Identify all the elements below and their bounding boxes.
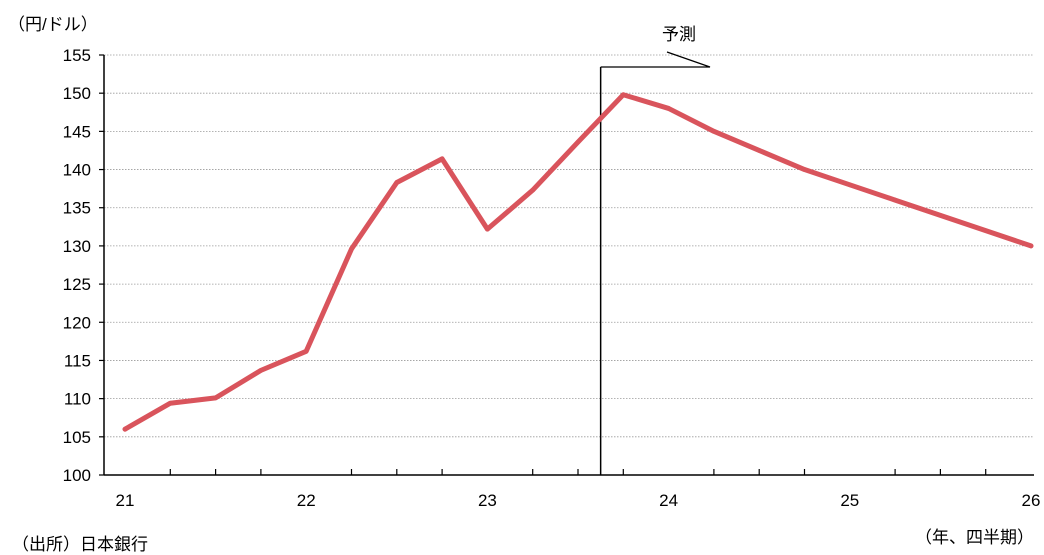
data-point	[666, 106, 671, 111]
data-point	[122, 426, 128, 432]
y-tick-label: 135	[63, 199, 91, 218]
gridlines	[104, 54, 1034, 438]
x-tick-label: 21	[116, 491, 135, 510]
series-group	[122, 92, 1034, 432]
data-point	[349, 246, 354, 252]
y-tick-label: 145	[63, 122, 91, 141]
data-point	[394, 180, 400, 185]
y-tick-label: 150	[63, 84, 91, 103]
data-point	[213, 395, 218, 401]
data-point	[802, 167, 807, 172]
data-point	[983, 228, 988, 233]
y-tick-label: 105	[63, 428, 91, 447]
y-tick-label: 120	[63, 313, 91, 332]
y-tick-label: 100	[63, 466, 91, 485]
y-tick-label: 130	[63, 237, 91, 256]
data-point	[485, 226, 490, 232]
tick-labels: 100 105 110 115 120 125 130 135 140 145 150 155 21 22…	[63, 46, 1041, 510]
axes	[99, 54, 1034, 476]
data-point	[258, 368, 264, 373]
data-point	[303, 348, 309, 354]
y-tick-label: 115	[64, 351, 91, 370]
y-axis-unit-label: （円/ドル）	[8, 15, 98, 34]
data-point	[575, 139, 581, 145]
data-point	[711, 129, 717, 134]
x-tick-label: 24	[659, 491, 678, 510]
forecast-marker: 予測	[599, 25, 711, 475]
data-point	[847, 182, 853, 188]
x-tick-label: 23	[478, 491, 497, 510]
data-point	[892, 197, 898, 203]
y-tick-label: 155	[63, 46, 91, 65]
forecast-arrow	[600, 51, 711, 68]
x-tick-label: 25	[840, 491, 859, 510]
data-point	[530, 187, 535, 193]
y-tick-label: 125	[63, 275, 91, 294]
x-tick-label: 26	[1022, 491, 1041, 510]
x-axis-unit-label: （年、四半期）	[915, 528, 1034, 547]
data-point	[756, 148, 762, 153]
data-point	[621, 92, 626, 98]
series-line-0	[122, 92, 1034, 432]
data-point	[439, 156, 445, 162]
data-point	[1028, 243, 1034, 249]
y-tick-label: 110	[64, 390, 91, 409]
data-point	[938, 213, 943, 218]
source-note: （出所）日本銀行	[12, 535, 148, 554]
forecast-label: 予測	[662, 25, 696, 44]
x-tick-label: 22	[297, 491, 316, 510]
y-tick-label: 140	[63, 161, 91, 180]
data-point	[168, 400, 173, 406]
